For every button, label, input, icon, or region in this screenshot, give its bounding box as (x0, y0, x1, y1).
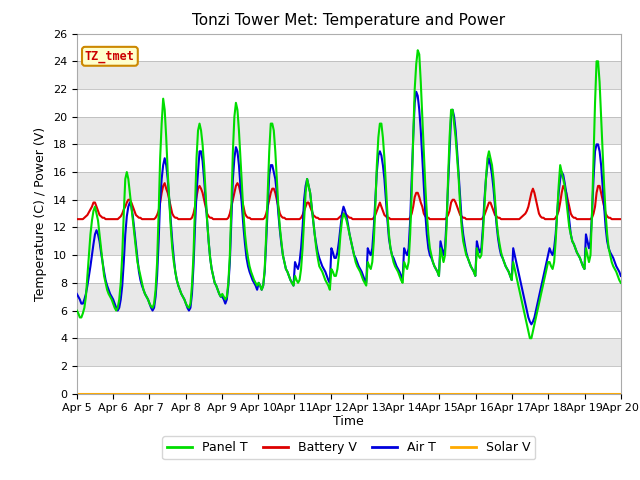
Bar (77, 172, 621, 200)
Bar (77, 200, 621, 228)
Bar (77, 61, 621, 89)
Y-axis label: Temperature (C) / Power (V): Temperature (C) / Power (V) (35, 127, 47, 300)
Bar (77, 338, 621, 366)
X-axis label: Time: Time (333, 415, 364, 428)
Text: TZ_tmet: TZ_tmet (85, 50, 135, 63)
Bar (77, 228, 621, 255)
Title: Tonzi Tower Met: Temperature and Power: Tonzi Tower Met: Temperature and Power (192, 13, 506, 28)
Bar (77, 366, 621, 394)
Bar (77, 255, 621, 283)
Legend: Panel T, Battery V, Air T, Solar V: Panel T, Battery V, Air T, Solar V (163, 436, 535, 459)
Bar (77, 144, 621, 172)
Bar (77, 34, 621, 61)
Bar (77, 117, 621, 144)
Bar (77, 283, 621, 311)
Bar (77, 89, 621, 117)
Bar (77, 311, 621, 338)
